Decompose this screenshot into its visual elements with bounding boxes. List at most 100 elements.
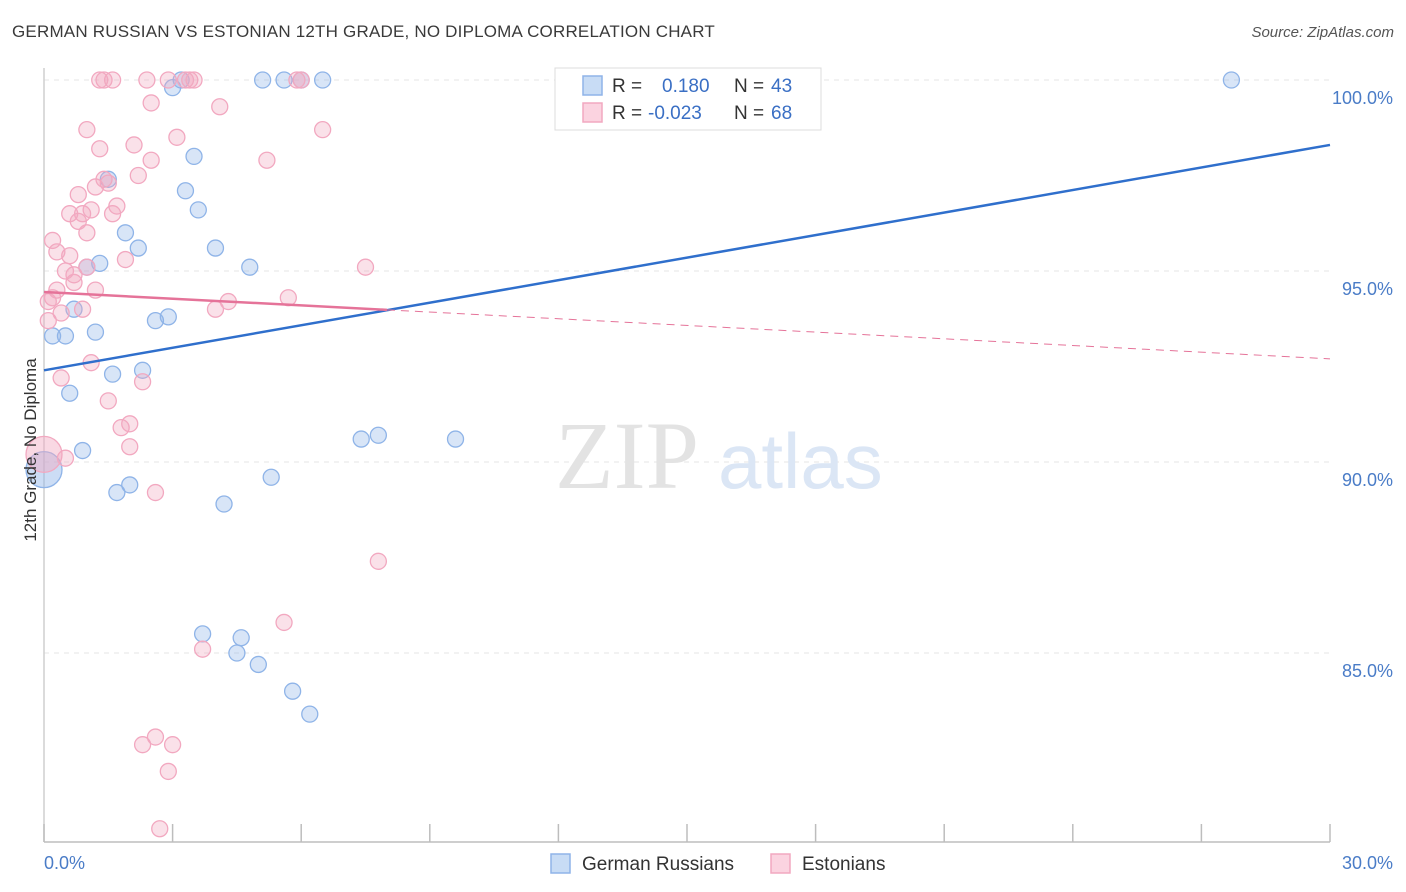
- point-estonian-41: [138, 71, 156, 89]
- point-estonian-61: [292, 71, 310, 89]
- point-estonian-47: [159, 71, 177, 89]
- point-german-russian-0: [25, 450, 63, 489]
- point-german-russian-13: [121, 476, 139, 494]
- legend-r-value-1: 0.180: [662, 76, 710, 97]
- point-estonian-14: [69, 185, 87, 204]
- point-german-russian-41: [1222, 71, 1241, 89]
- y-tick-label-90: 90.0%: [1342, 470, 1393, 490]
- point-estonian-29: [99, 392, 117, 410]
- watermark-atlas: atlas: [718, 417, 883, 505]
- point-estonian-17: [73, 300, 92, 318]
- bottom-legend-german-russians: German Russians: [582, 854, 734, 875]
- point-german-russian-7: [86, 323, 105, 341]
- axes: [43, 68, 1331, 843]
- point-estonian-2: [39, 312, 57, 330]
- point-german-russian-24: [206, 239, 225, 257]
- point-german-russian-36: [313, 71, 332, 89]
- legend-n-label-1: N =: [734, 76, 764, 97]
- legend-r-label-1: R =: [612, 76, 642, 97]
- point-estonian-48: [159, 762, 177, 781]
- point-german-russian-21: [185, 147, 203, 166]
- series-legend: German Russians Estonians: [550, 853, 885, 875]
- point-estonian-19: [78, 224, 96, 242]
- trendline-solid-1: [43, 290, 387, 312]
- point-estonian-33: [112, 418, 130, 437]
- x-tick-label-max: 30.0%: [1342, 853, 1393, 873]
- point-estonian-60: [288, 71, 306, 89]
- point-estonian-53: [193, 640, 212, 658]
- point-german-russian-12: [116, 224, 135, 242]
- legend-r-label-2: R =: [612, 103, 642, 124]
- point-german-russian-25: [215, 495, 233, 513]
- point-estonian-46: [151, 820, 169, 838]
- point-german-russian-38: [369, 426, 388, 444]
- gridlines: [44, 79, 1330, 654]
- point-german-russian-32: [275, 71, 293, 89]
- correlation-legend: R = 0.180 N = 43 R = -0.023 N = 68: [554, 67, 822, 131]
- point-estonian-67: [181, 71, 199, 89]
- point-german-russian-28: [241, 258, 259, 276]
- point-estonian-0: [25, 435, 63, 474]
- point-estonian-4: [48, 243, 66, 261]
- point-german-russian-16: [146, 312, 165, 330]
- watermark: ZIP atlas: [555, 402, 883, 509]
- y-axis-label: 12th Grade, No Diploma: [21, 358, 40, 542]
- point-estonian-64: [369, 552, 388, 570]
- point-estonian-20: [78, 121, 96, 139]
- point-estonian-57: [258, 151, 276, 169]
- point-estonian-52: [185, 71, 203, 89]
- series-estonians: [25, 71, 388, 838]
- point-german-russian-5: [73, 441, 92, 460]
- point-estonian-13: [65, 273, 83, 292]
- point-estonian-25: [91, 140, 109, 158]
- series-german-russians: [25, 71, 1241, 723]
- bottom-legend-estonians: Estonians: [802, 854, 885, 875]
- point-german-russian-37: [352, 430, 370, 448]
- point-estonian-44: [146, 483, 165, 502]
- point-estonian-39: [133, 736, 152, 754]
- point-estonian-50: [168, 128, 186, 146]
- point-estonian-40: [133, 373, 152, 391]
- point-german-russian-26: [228, 644, 246, 662]
- point-estonian-35: [121, 415, 139, 433]
- point-german-russian-33: [283, 682, 302, 700]
- point-german-russian-14: [129, 239, 147, 257]
- point-estonian-26: [91, 71, 109, 89]
- point-german-russian-22: [189, 201, 207, 219]
- point-estonian-42: [142, 94, 160, 112]
- point-german-russian-30: [253, 71, 272, 89]
- point-estonian-7: [52, 369, 70, 387]
- legend-n-value-2: 68: [771, 103, 792, 124]
- y-tick-label-100: 100.0%: [1332, 88, 1393, 108]
- x-tick-label-min: 0.0%: [44, 853, 85, 873]
- point-estonian-34: [116, 250, 135, 269]
- point-estonian-32: [108, 197, 126, 215]
- bottom-legend-swatch-estonians: [770, 853, 791, 874]
- legend-r-value-2: -0.023: [648, 103, 702, 124]
- point-estonian-65: [95, 71, 113, 89]
- point-estonian-49: [163, 736, 182, 754]
- bottom-legend-swatch-german-russians: [550, 853, 571, 874]
- watermark-zip: ZIP: [555, 402, 699, 509]
- trendline-0: [43, 143, 1331, 372]
- trendline-dashed-1: [386, 309, 1331, 360]
- point-german-russian-29: [249, 655, 267, 674]
- tick-labels: 85.0% 90.0% 95.0% 100.0% 0.0% 30.0%: [44, 88, 1393, 873]
- series-layer: [25, 71, 1241, 838]
- point-german-russian-23: [193, 625, 212, 643]
- legend-swatch-german-russians: [582, 75, 603, 96]
- point-estonian-6: [52, 304, 70, 322]
- point-estonian-21: [82, 201, 100, 219]
- point-german-russian-35: [301, 705, 319, 723]
- point-estonian-58: [275, 613, 293, 632]
- source-label: Source: ZipAtlas.com: [1251, 24, 1394, 41]
- point-german-russian-39: [446, 430, 465, 448]
- point-german-russian-9: [99, 170, 117, 188]
- point-german-russian-17: [159, 308, 177, 326]
- point-estonian-8: [56, 449, 75, 467]
- point-german-russian-3: [61, 384, 79, 402]
- point-estonian-28: [99, 174, 117, 192]
- point-german-russian-8: [91, 254, 109, 273]
- point-estonian-55: [211, 98, 229, 116]
